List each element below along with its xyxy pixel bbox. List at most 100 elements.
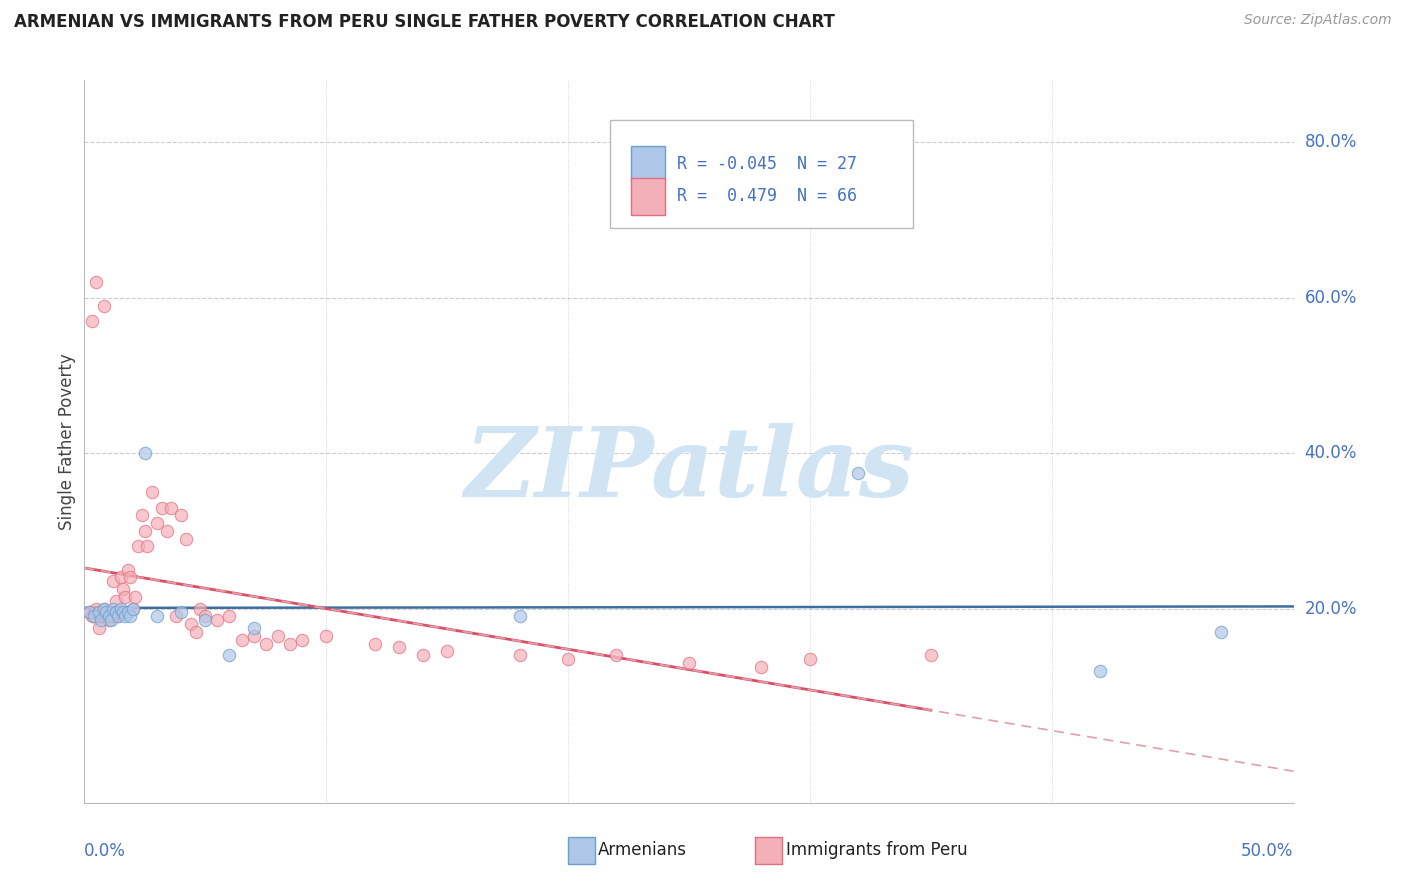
Point <box>110 606 132 620</box>
Point <box>146 516 169 530</box>
Point <box>557 652 579 666</box>
Text: Armenians: Armenians <box>599 841 688 860</box>
Point <box>1088 664 1111 678</box>
Point <box>120 570 142 584</box>
Point <box>104 594 127 608</box>
Point <box>110 601 132 615</box>
Point <box>127 540 149 554</box>
FancyBboxPatch shape <box>631 178 665 214</box>
Text: 0.0%: 0.0% <box>84 842 127 860</box>
Point <box>131 508 153 523</box>
Point <box>103 574 125 589</box>
Point <box>146 609 169 624</box>
Point <box>90 609 112 624</box>
Point <box>799 652 821 666</box>
Point <box>141 485 163 500</box>
FancyBboxPatch shape <box>631 146 665 182</box>
Point <box>605 648 627 663</box>
Point <box>120 609 142 624</box>
Point <box>97 613 120 627</box>
Point <box>83 609 105 624</box>
Text: ZIPatlas: ZIPatlas <box>464 424 914 517</box>
Point <box>93 601 115 615</box>
Point <box>117 563 139 577</box>
Point <box>87 609 110 624</box>
Point <box>363 636 385 650</box>
Point <box>194 609 217 624</box>
Point <box>110 570 132 584</box>
Point <box>170 606 193 620</box>
Point <box>920 648 942 663</box>
Point <box>114 590 136 604</box>
Point <box>184 624 207 639</box>
Text: Immigrants from Peru: Immigrants from Peru <box>786 841 967 860</box>
Point <box>93 601 115 615</box>
Point <box>100 613 122 627</box>
Point <box>509 609 531 624</box>
Point <box>121 601 143 615</box>
Point <box>180 617 202 632</box>
Point <box>94 609 117 624</box>
FancyBboxPatch shape <box>755 837 782 864</box>
Point <box>254 636 277 650</box>
Point <box>190 601 212 615</box>
Text: R = -0.045  N = 27: R = -0.045 N = 27 <box>676 155 856 173</box>
Point <box>112 606 135 620</box>
Point <box>77 606 100 620</box>
Text: ARMENIAN VS IMMIGRANTS FROM PERU SINGLE FATHER POVERTY CORRELATION CHART: ARMENIAN VS IMMIGRANTS FROM PERU SINGLE … <box>14 13 835 31</box>
Point <box>80 609 103 624</box>
Point <box>218 609 240 624</box>
Point <box>87 606 110 620</box>
Point <box>124 590 146 604</box>
Point <box>678 656 700 670</box>
Point <box>291 632 314 647</box>
Point <box>90 609 112 624</box>
Point <box>160 500 183 515</box>
Point <box>86 601 108 615</box>
Point <box>388 640 411 655</box>
Point <box>114 609 136 624</box>
Point <box>165 609 187 624</box>
Text: Source: ZipAtlas.com: Source: ZipAtlas.com <box>1244 13 1392 28</box>
Point <box>90 613 112 627</box>
Point <box>751 660 773 674</box>
Point <box>107 609 129 624</box>
Point <box>846 466 869 480</box>
Point <box>94 606 117 620</box>
Point <box>155 524 177 538</box>
FancyBboxPatch shape <box>610 120 912 228</box>
Point <box>97 609 120 624</box>
Point <box>103 609 125 624</box>
Point <box>80 314 103 328</box>
Point <box>231 632 253 647</box>
Point <box>174 532 197 546</box>
Text: 40.0%: 40.0% <box>1305 444 1357 462</box>
Point <box>134 446 156 460</box>
Point <box>218 648 240 663</box>
Text: 80.0%: 80.0% <box>1305 134 1357 152</box>
Point <box>93 299 115 313</box>
Point <box>1209 624 1232 639</box>
FancyBboxPatch shape <box>568 837 595 864</box>
Point <box>194 613 217 627</box>
Point <box>83 609 105 624</box>
Point <box>267 629 290 643</box>
Point <box>117 606 139 620</box>
Point <box>242 621 264 635</box>
Point <box>170 508 193 523</box>
Text: 60.0%: 60.0% <box>1305 289 1357 307</box>
Point <box>112 582 135 596</box>
Point <box>107 609 129 624</box>
Point <box>412 648 434 663</box>
Point <box>103 601 125 615</box>
Point <box>136 540 159 554</box>
Point <box>242 629 264 643</box>
Point <box>83 606 105 620</box>
Point <box>77 606 100 620</box>
Point <box>87 621 110 635</box>
Point <box>509 648 531 663</box>
Point <box>97 606 120 620</box>
Point <box>94 609 117 624</box>
Point <box>207 613 229 627</box>
Point <box>315 629 337 643</box>
